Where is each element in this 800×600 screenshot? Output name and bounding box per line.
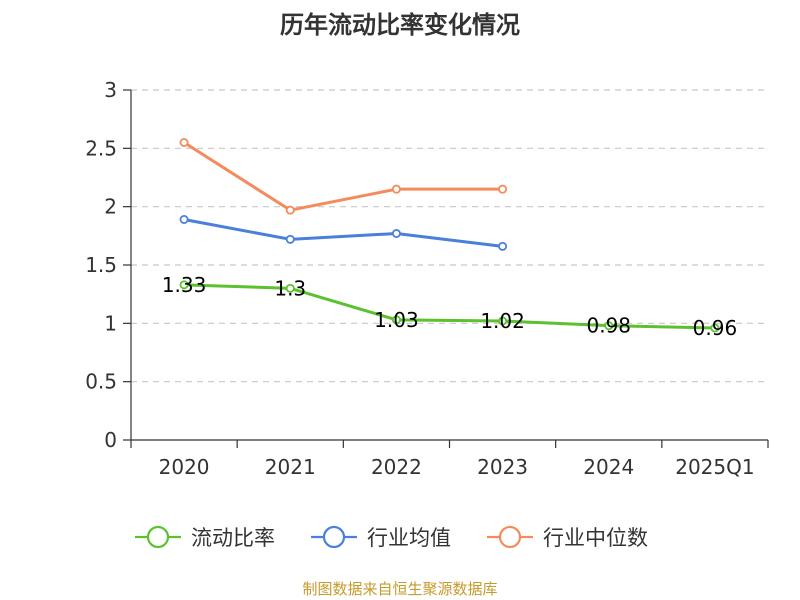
y-tick-label: 0.5 [85,370,117,394]
data-point[interactable] [391,184,401,194]
data-point[interactable] [179,137,189,147]
legend-marker [498,525,522,549]
series-0 [179,280,720,333]
data-point[interactable] [498,184,508,194]
data-point[interactable] [391,315,401,325]
legend-marker [146,525,170,549]
data-label: 1.02 [480,309,525,333]
x-tick-label: 2021 [265,455,316,479]
gridlines [131,89,768,383]
data-label: 0.96 [693,316,738,340]
data-point[interactable] [710,323,720,333]
data-point[interactable] [285,234,295,244]
data-point[interactable] [498,316,508,326]
data-label: 1.3 [274,276,306,300]
y-tick-label: 2.5 [85,136,117,160]
y-tick-label: 0 [104,428,117,452]
series-2 [179,137,508,215]
data-point[interactable] [179,280,189,290]
series-line [184,283,715,330]
y-tick-label: 1 [104,311,117,335]
data-label: 1.03 [374,308,419,332]
series-lines [179,137,720,333]
data-point[interactable] [285,205,295,215]
x-tick-label: 2024 [583,455,634,479]
series-1 [179,214,508,251]
data-source-note: 制图数据来自恒生聚源数据库 [302,580,497,598]
x-tick-label: 2023 [477,455,528,479]
chart-title: 历年流动比率变化情况 [280,11,520,39]
axes: 0 0.5 1 1.5 2 2.5 3 2020 2021 2022 2023 2024 2025Q1 [85,78,769,479]
legend-marker [322,525,346,549]
x-tick-label: 2020 [159,455,210,479]
legend-item[interactable]: 行业中位数 [487,525,648,550]
data-label: 0.98 [586,314,631,338]
y-tick-label: 3 [104,78,117,102]
x-tick-label: 2025Q1 [675,455,754,479]
y-tick-label: 2 [104,195,117,219]
legend-item[interactable]: 流动比率 [135,525,275,550]
data-point[interactable] [391,228,401,238]
data-point[interactable] [285,283,295,293]
data-label: 1.33 [162,273,207,297]
legend-item[interactable]: 行业均值 [311,525,451,550]
y-tick-label: 1.5 [85,253,117,277]
data-labels: 1.33 1.3 1.03 1.02 0.98 0.96 [162,273,737,340]
data-point[interactable] [498,241,508,251]
series-line [183,141,503,212]
data-point[interactable] [179,214,189,224]
legend-label: 流动比率 [191,526,275,550]
data-point[interactable] [604,321,614,331]
legend-label: 行业中位数 [543,526,648,550]
legend[interactable]: 流动比率 行业均值 行业中位数 [135,525,648,550]
legend-label: 行业均值 [367,526,451,550]
x-tick-label: 2022 [371,455,422,479]
series-line [183,218,503,248]
